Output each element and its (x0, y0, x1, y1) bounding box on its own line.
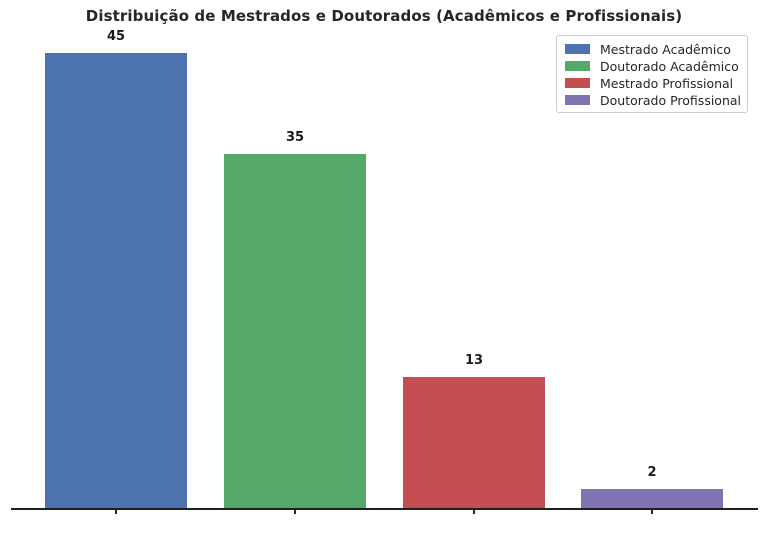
value-label-doutorado-profissional: 2 (647, 465, 657, 480)
legend-swatch-doutorado-profissional (565, 95, 590, 105)
legend-item: Mestrado Profissional (565, 75, 740, 91)
x-tick-doutorado-profissional (651, 510, 653, 514)
legend: Mestrado Acadêmico Doutorado Acadêmico M… (556, 35, 748, 113)
legend-label: Doutorado Acadêmico (600, 58, 739, 74)
legend-item: Doutorado Profissional (565, 92, 742, 108)
value-label-doutorado-academico: 35 (285, 130, 305, 145)
legend-label: Doutorado Profissional (600, 92, 742, 108)
x-axis-line (11, 508, 758, 510)
chart-title: Distribuição de Mestrados e Doutorados (… (85, 7, 683, 25)
legend-item: Mestrado Acadêmico (565, 41, 740, 57)
legend-swatch-mestrado-academico (565, 44, 590, 54)
value-label-mestrado-academico: 45 (106, 29, 126, 44)
bar-doutorado-profissional (581, 489, 723, 509)
x-tick-doutorado-academico (294, 510, 296, 514)
legend-swatch-mestrado-profissional (565, 78, 590, 88)
legend-swatch-doutorado-academico (565, 61, 590, 71)
legend-label: Mestrado Acadêmico (600, 41, 731, 57)
bar-mestrado-academico (45, 53, 187, 509)
legend-item: Doutorado Acadêmico (565, 58, 740, 74)
x-tick-mestrado-academico (115, 510, 117, 514)
legend-label: Mestrado Profissional (600, 75, 734, 91)
x-tick-mestrado-profissional (473, 510, 475, 514)
bar-mestrado-profissional (403, 377, 545, 509)
bar-doutorado-academico (224, 154, 366, 509)
value-label-mestrado-profissional: 13 (464, 353, 484, 368)
